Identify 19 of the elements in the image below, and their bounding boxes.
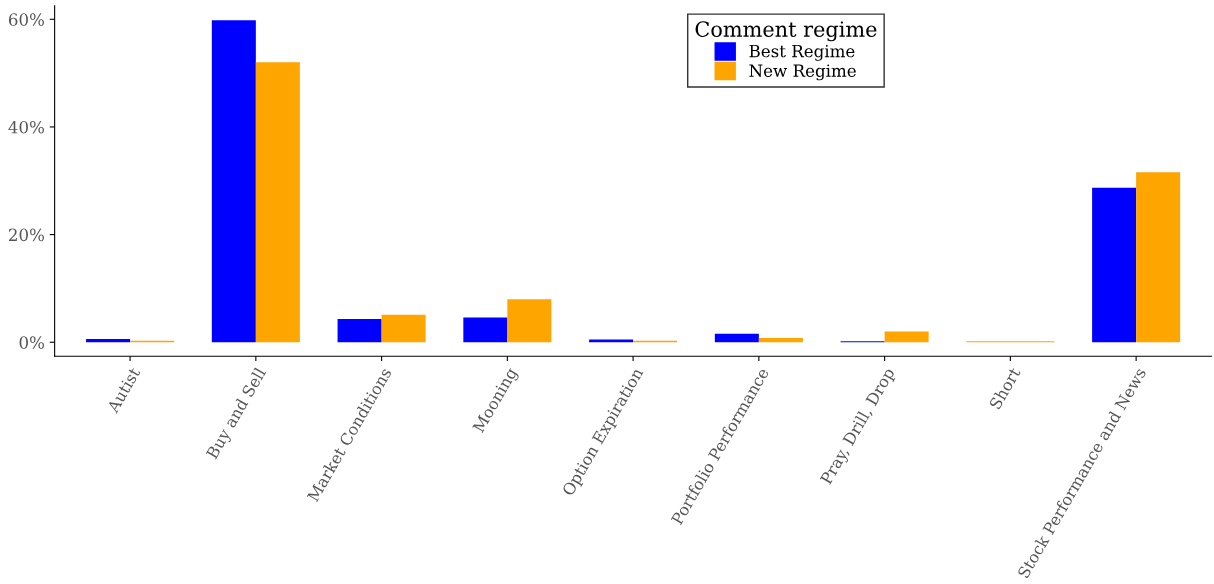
y-tick-label: 60%: [8, 13, 44, 26]
bar: [1136, 172, 1181, 343]
y-tick-label: 40%: [8, 120, 44, 134]
y-tick-label: 0%: [19, 336, 44, 349]
legend-label: Best Regime: [749, 44, 855, 61]
bar: [463, 317, 508, 343]
legend-label: New Regime: [749, 64, 856, 81]
bar: [86, 339, 131, 343]
bar: [1092, 187, 1137, 343]
bar: [758, 337, 803, 343]
y-tick-label: 20%: [8, 228, 44, 242]
bar: [337, 319, 382, 343]
bar: [507, 299, 552, 343]
bar: [211, 20, 256, 343]
bar: [714, 333, 759, 343]
bar: [884, 331, 929, 343]
bar: [255, 62, 300, 343]
legend-title: Comment regime: [695, 21, 877, 42]
bar: [381, 314, 426, 343]
